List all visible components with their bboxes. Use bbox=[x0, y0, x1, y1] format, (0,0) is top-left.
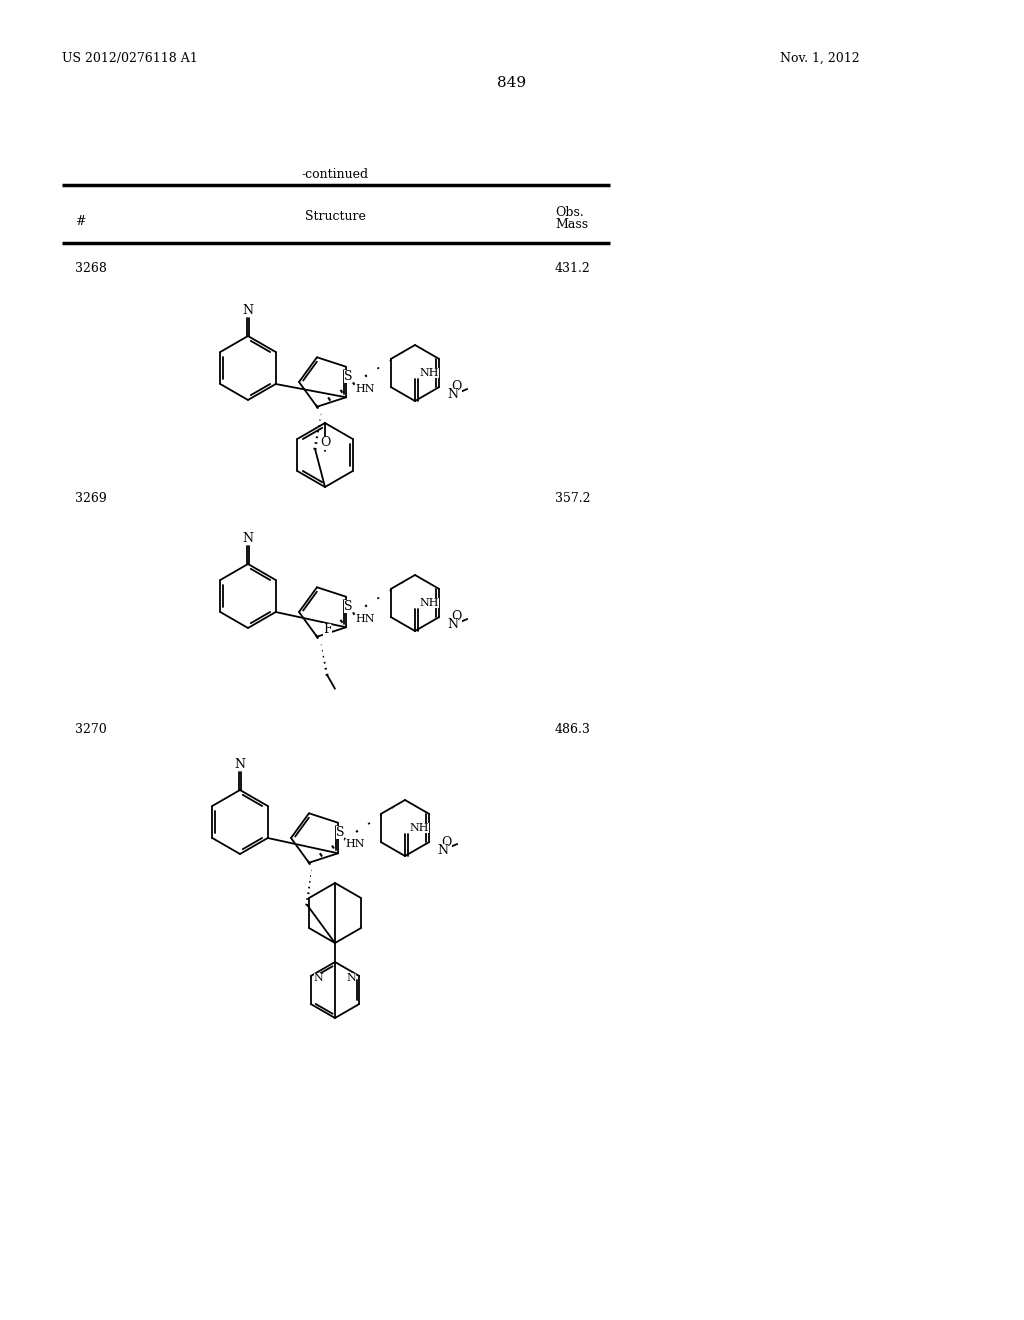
Text: S: S bbox=[344, 370, 352, 383]
Text: Structure: Structure bbox=[304, 210, 366, 223]
Text: 357.2: 357.2 bbox=[555, 492, 591, 506]
Text: O: O bbox=[452, 610, 462, 623]
Text: NH: NH bbox=[419, 598, 438, 609]
Text: Mass: Mass bbox=[555, 218, 588, 231]
Text: S: S bbox=[336, 826, 344, 840]
Text: N: N bbox=[447, 619, 459, 631]
Text: 3268: 3268 bbox=[75, 261, 106, 275]
Text: F: F bbox=[324, 623, 332, 636]
Text: S: S bbox=[344, 601, 352, 614]
Text: US 2012/0276118 A1: US 2012/0276118 A1 bbox=[62, 51, 198, 65]
Text: N: N bbox=[447, 388, 459, 401]
Text: #: # bbox=[75, 215, 85, 228]
Text: N: N bbox=[243, 304, 254, 317]
Text: HN: HN bbox=[355, 384, 375, 393]
Text: NH: NH bbox=[419, 368, 438, 378]
Text: N: N bbox=[314, 973, 324, 983]
Text: Nov. 1, 2012: Nov. 1, 2012 bbox=[780, 51, 859, 65]
Text: N: N bbox=[234, 758, 246, 771]
Text: N: N bbox=[243, 532, 254, 544]
Text: Obs.: Obs. bbox=[555, 206, 584, 219]
Text: N: N bbox=[437, 843, 449, 857]
Text: 3269: 3269 bbox=[75, 492, 106, 506]
Text: NH: NH bbox=[409, 822, 428, 833]
Text: HN: HN bbox=[345, 840, 365, 849]
Text: HN: HN bbox=[355, 614, 375, 624]
Text: -continued: -continued bbox=[301, 168, 369, 181]
Text: 3270: 3270 bbox=[75, 723, 106, 737]
Text: 849: 849 bbox=[498, 77, 526, 90]
Text: O: O bbox=[452, 380, 462, 393]
Text: 486.3: 486.3 bbox=[555, 723, 591, 737]
Text: O: O bbox=[319, 437, 330, 450]
Text: 431.2: 431.2 bbox=[555, 261, 591, 275]
Text: O: O bbox=[441, 836, 452, 849]
Text: N: N bbox=[346, 973, 356, 983]
